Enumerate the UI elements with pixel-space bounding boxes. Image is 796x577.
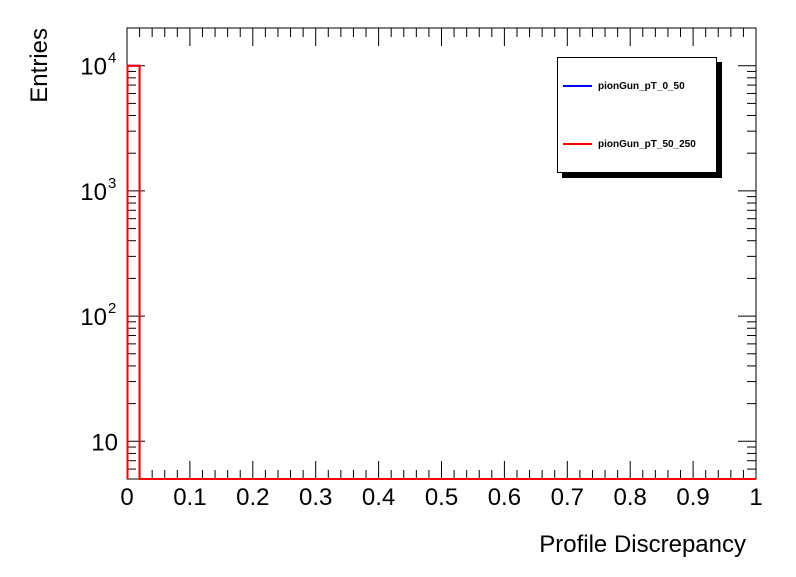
series-line-1 xyxy=(126,64,756,480)
x-tick-label: 0.9 xyxy=(676,484,709,511)
x-tick-label: 0.3 xyxy=(299,484,332,511)
x-axis-title: Profile Discrepancy xyxy=(539,531,746,558)
y-tick-label: 10 xyxy=(80,54,107,81)
legend-item-pT-0-50: pionGun_pT_0_50 xyxy=(563,79,685,93)
legend-label: pionGun_pT_50_250 xyxy=(598,138,696,150)
x-tick-label: 0.7 xyxy=(551,484,584,511)
x-tick-label: 0.2 xyxy=(236,484,269,511)
x-tick-label: 0.5 xyxy=(425,484,458,511)
x-tick-label: 0.1 xyxy=(173,484,206,511)
y-axis-title: Entries xyxy=(26,28,53,103)
x-tick-label: 0.4 xyxy=(362,484,395,511)
y-tick-label-exponent: 3 xyxy=(108,175,116,192)
legend-swatch-blue xyxy=(563,85,592,87)
y-tick-label-exponent: 4 xyxy=(108,50,116,67)
legend-item-pT-50-250: pionGun_pT_50_250 xyxy=(563,137,696,151)
x-tick-label: 0 xyxy=(120,484,133,511)
legend: pionGun_pT_0_50 pionGun_pT_50_250 xyxy=(557,57,717,173)
y-tick-label-exponent: 2 xyxy=(108,300,116,317)
x-tick-label: 0.6 xyxy=(488,484,521,511)
legend-swatch-red xyxy=(563,143,592,145)
y-tick-label: 10 xyxy=(80,304,107,331)
x-tick-label: 1 xyxy=(749,484,762,511)
x-tick-label: 0.8 xyxy=(614,484,647,511)
y-tick-label: 10 xyxy=(91,429,118,456)
y-tick-label: 10 xyxy=(80,179,107,206)
legend-label: pionGun_pT_0_50 xyxy=(598,80,685,92)
